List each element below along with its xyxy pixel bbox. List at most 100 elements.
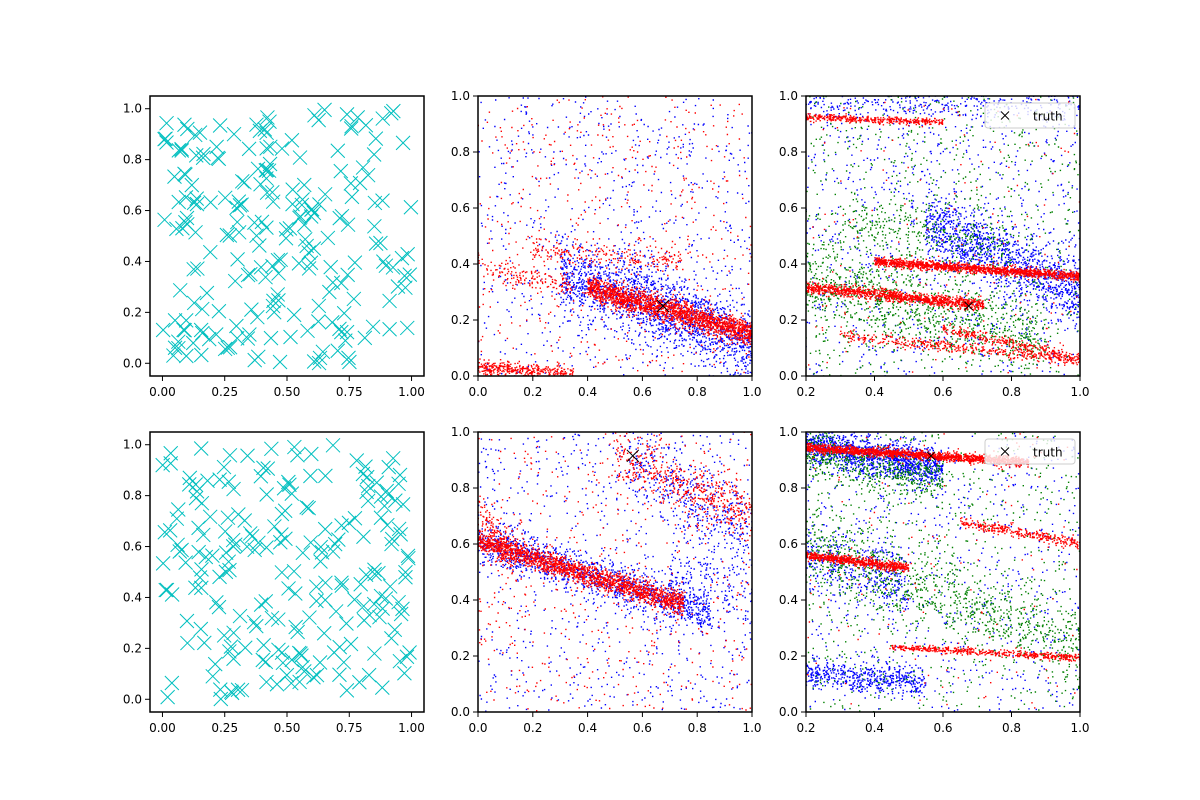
data-point bbox=[321, 284, 337, 300]
data-point bbox=[240, 331, 256, 346]
data-point bbox=[336, 305, 352, 321]
data-point bbox=[395, 135, 411, 151]
plot-area bbox=[155, 437, 417, 707]
y-tick-label: 0.8 bbox=[779, 481, 798, 495]
data-point bbox=[285, 182, 301, 198]
data-point bbox=[312, 197, 327, 212]
data-point bbox=[325, 437, 341, 453]
data-point bbox=[304, 201, 320, 217]
x-tick-label: 0.25 bbox=[211, 385, 238, 399]
x-tick-label: 0.4 bbox=[578, 385, 597, 399]
data-point bbox=[279, 667, 295, 683]
data-point bbox=[211, 303, 227, 319]
series-4 bbox=[964, 301, 974, 311]
data-point bbox=[203, 195, 218, 210]
data-point bbox=[195, 527, 211, 543]
y-tick-label: 1.0 bbox=[123, 102, 142, 116]
subplot-top-middle: 0.0 0.2 0.4 0.6 0.8 1.0 0.0 0.2 0.4 0.6 0.8 1.0 bbox=[451, 89, 762, 399]
data-point bbox=[301, 500, 317, 516]
data-point bbox=[260, 461, 276, 477]
data-point bbox=[358, 567, 374, 583]
data-point bbox=[257, 122, 273, 137]
data-point bbox=[301, 261, 317, 276]
x-tick-label: 0.6 bbox=[633, 385, 652, 399]
data-point bbox=[201, 331, 217, 347]
data-point bbox=[290, 447, 305, 463]
data-point bbox=[330, 143, 346, 159]
data-point bbox=[193, 441, 209, 456]
data-point bbox=[365, 319, 381, 335]
data-point bbox=[397, 665, 412, 681]
data-point bbox=[284, 652, 300, 668]
data-point bbox=[317, 521, 333, 537]
y-tick-label: 0.2 bbox=[779, 313, 798, 327]
data-point bbox=[380, 487, 396, 502]
data-point bbox=[382, 293, 397, 309]
data-point bbox=[385, 450, 401, 466]
y-tick-label: 0.6 bbox=[123, 540, 142, 554]
data-point bbox=[382, 321, 397, 337]
data-point bbox=[303, 255, 319, 271]
data-point bbox=[226, 625, 241, 641]
data-point bbox=[403, 199, 419, 215]
data-point bbox=[379, 483, 395, 499]
data-point bbox=[246, 614, 262, 630]
data-point bbox=[357, 330, 373, 346]
data-point bbox=[339, 683, 355, 698]
data-point bbox=[226, 126, 242, 142]
data-point bbox=[180, 635, 195, 651]
data-points bbox=[478, 96, 752, 376]
data-point bbox=[381, 459, 397, 475]
data-point bbox=[230, 507, 246, 522]
data-point bbox=[259, 487, 275, 502]
data-point bbox=[171, 142, 187, 158]
data-point bbox=[285, 196, 300, 212]
legend-label: truth bbox=[1033, 446, 1063, 460]
x-tick-label: 0.50 bbox=[274, 721, 301, 735]
data-point bbox=[222, 644, 237, 659]
data-point bbox=[294, 648, 309, 663]
data-point bbox=[401, 550, 416, 566]
data-point bbox=[259, 141, 275, 156]
data-point bbox=[386, 103, 401, 119]
data-point bbox=[202, 244, 218, 260]
data-point bbox=[311, 298, 327, 314]
data-points bbox=[806, 433, 1080, 709]
data-point bbox=[299, 238, 315, 254]
y-tick-label: 0.0 bbox=[451, 705, 470, 719]
data-point bbox=[356, 598, 372, 614]
data-point bbox=[259, 540, 274, 555]
data-point bbox=[344, 118, 359, 134]
data-point bbox=[157, 524, 173, 540]
data-point bbox=[296, 217, 312, 233]
x-tick-label: 0.0 bbox=[468, 385, 487, 399]
data-point bbox=[350, 110, 366, 125]
data-point bbox=[393, 527, 409, 542]
data-point bbox=[231, 224, 247, 240]
data-point bbox=[159, 115, 174, 131]
data-point bbox=[274, 565, 290, 580]
data-point bbox=[373, 510, 389, 526]
data-point bbox=[220, 510, 236, 526]
data-point bbox=[311, 112, 327, 128]
y-tick-label: 0.4 bbox=[451, 257, 470, 271]
data-point bbox=[347, 255, 363, 271]
data-point bbox=[297, 231, 313, 247]
data-point bbox=[178, 348, 194, 364]
data-point bbox=[239, 539, 255, 555]
y-tick-label: 1.0 bbox=[779, 425, 798, 439]
data-point bbox=[361, 667, 377, 683]
data-point bbox=[226, 481, 241, 497]
data-point bbox=[347, 510, 363, 526]
data-point bbox=[360, 493, 376, 509]
data-point bbox=[384, 630, 399, 646]
data-point bbox=[174, 143, 190, 158]
data-point bbox=[166, 348, 181, 363]
y-tick-label: 0.0 bbox=[779, 369, 798, 383]
data-point bbox=[218, 564, 234, 580]
y-tick-label: 0.0 bbox=[779, 705, 798, 719]
data-point bbox=[390, 279, 406, 294]
data-point bbox=[194, 495, 210, 511]
data-point bbox=[159, 135, 174, 150]
data-point bbox=[339, 616, 354, 631]
